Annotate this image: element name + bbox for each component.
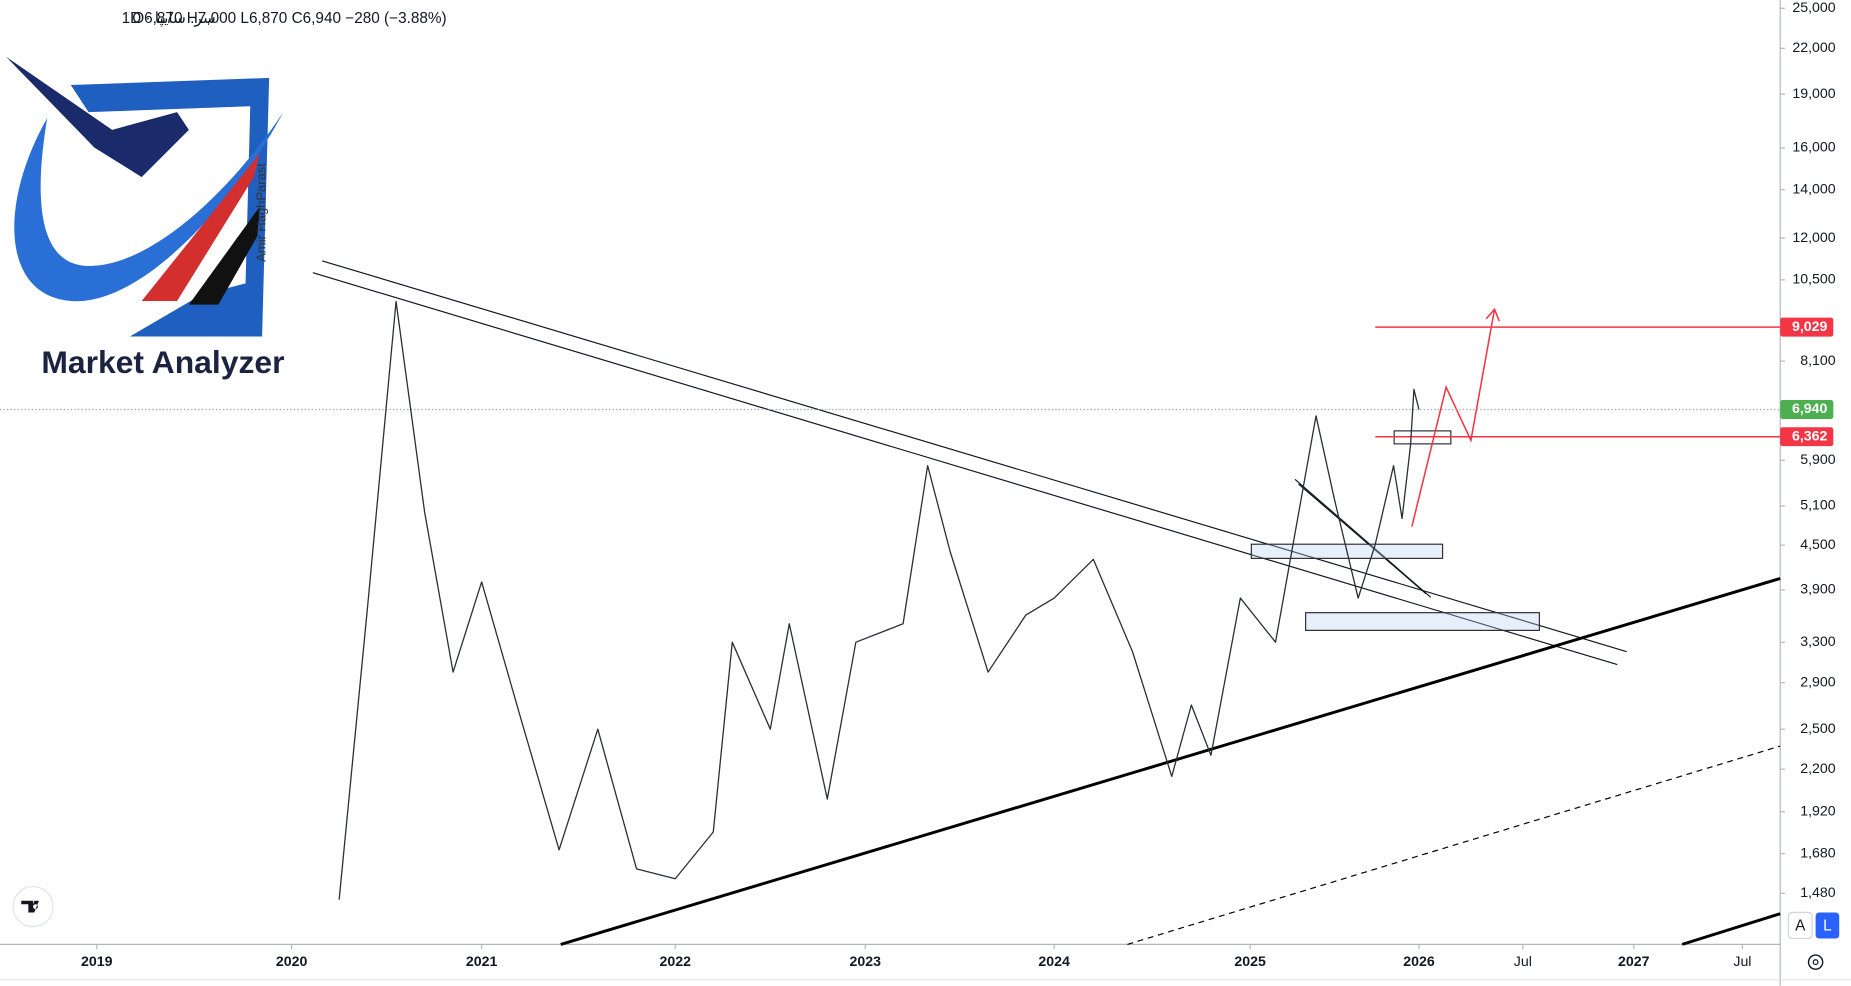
y-tick-label: 2,900 — [1800, 674, 1836, 690]
x-tick-label: 2024 — [1038, 954, 1070, 970]
y-tick-label: 3,300 — [1800, 634, 1836, 650]
log-button[interactable] — [1815, 912, 1840, 939]
x-tick-label: Jul — [1514, 954, 1532, 970]
y-tick-label: 3,900 — [1800, 582, 1836, 598]
ohlc: O6,870 H7,000 L6,870 C6,940 −280 (−3.88%… — [132, 10, 446, 27]
logo-red — [141, 153, 260, 302]
x-tick-label: 2026 — [1403, 954, 1435, 970]
price-tag-label: 9,029 — [1792, 319, 1828, 335]
x-tick-label: Jul — [1733, 954, 1751, 970]
price-line — [338, 300, 1420, 900]
auto-label: A — [1795, 918, 1806, 935]
x-tick-label: 2027 — [1618, 954, 1650, 970]
symbol: سر. سایپا · 1D — [122, 10, 216, 28]
y-tick-label: 8,100 — [1800, 353, 1836, 369]
logo-frame — [70, 77, 270, 337]
y-tick-label: 12,000 — [1792, 230, 1835, 246]
x-tick-label: 2020 — [276, 954, 308, 970]
logo-swoosh — [14, 112, 284, 302]
tv-logo — [21, 900, 39, 913]
settings-icon-center — [1812, 959, 1819, 966]
y-tick-label: 5,100 — [1800, 498, 1836, 514]
support-line — [560, 577, 1781, 946]
zone-box — [1305, 612, 1540, 631]
x-tick-label: 2022 — [659, 954, 691, 970]
author: Amir HaghParast — [253, 163, 268, 262]
drawings — [312, 260, 1781, 946]
y-tick-label: 1,480 — [1800, 885, 1836, 901]
price-tag-label: 6,362 — [1792, 428, 1828, 444]
y-tick-label: 1,680 — [1800, 845, 1836, 861]
y-tick-label: 1,920 — [1800, 804, 1836, 820]
logo-bird — [5, 56, 189, 178]
x-tick-label: 2019 — [81, 954, 113, 970]
projection-arrow — [1411, 309, 1496, 527]
dashed-line — [1127, 745, 1781, 945]
x-tick-label: 2021 — [466, 954, 498, 970]
trendline — [1298, 483, 1427, 595]
logo: Amir HaghParast Market Analyzer — [5, 56, 285, 380]
arrow-head — [1485, 307, 1500, 322]
trendline — [322, 260, 1627, 653]
y-tick-label: 25,000 — [1792, 0, 1835, 16]
plot: 25,000 22,000 19,000 16,000 14,000 12,000 10,5… — [0, 0, 1836, 970]
y-tick-label: 4,500 — [1800, 537, 1836, 553]
y-tick-label: 2,200 — [1800, 761, 1836, 777]
watermark: Market Analyzer — [41, 344, 284, 380]
trendline — [312, 272, 1618, 666]
price-tag — [1780, 427, 1834, 447]
price-tag — [1780, 317, 1834, 337]
y-tick-label: 19,000 — [1792, 86, 1835, 102]
price-tag — [1780, 400, 1834, 419]
y-tick-label: 16,000 — [1792, 140, 1835, 156]
y-tick-label: 14,000 — [1792, 182, 1835, 198]
x-tick-label: 2023 — [850, 954, 882, 970]
settings-icon[interactable] — [1807, 954, 1824, 970]
x-tick-label: 2025 — [1234, 954, 1266, 970]
y-tick-label: 2,500 — [1800, 721, 1836, 737]
price-tag-label: 6,940 — [1792, 401, 1828, 417]
log-label: L — [1823, 918, 1832, 935]
auto-button[interactable] — [1787, 911, 1813, 940]
y-tick-label: 10,500 — [1792, 272, 1835, 288]
support-line — [1681, 912, 1781, 946]
y-tick-label: 22,000 — [1792, 40, 1835, 56]
y-tick-label: 5,900 — [1800, 452, 1836, 468]
